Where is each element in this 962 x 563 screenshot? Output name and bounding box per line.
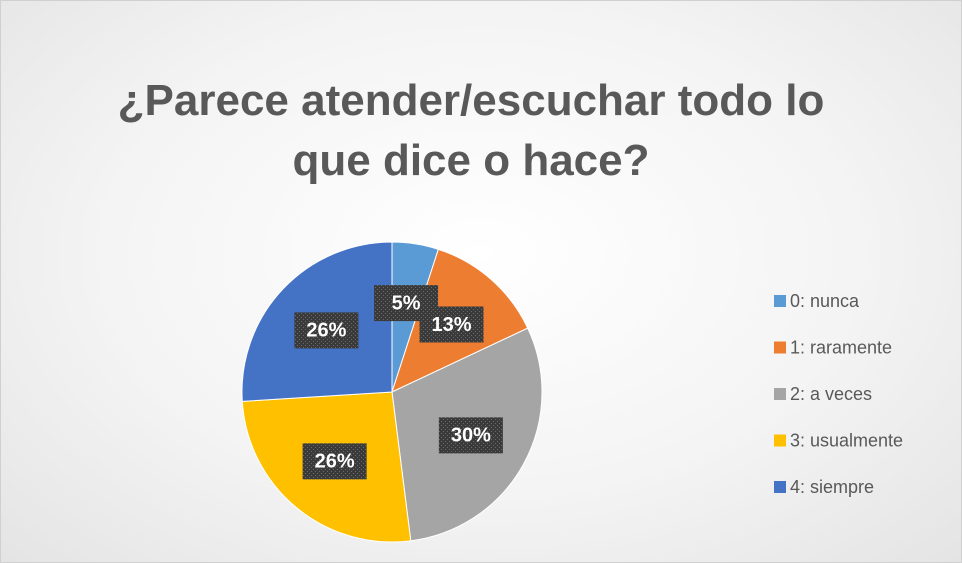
data-label-box: [294, 312, 359, 349]
data-label: 13%: [432, 314, 472, 336]
legend-swatch: [774, 388, 786, 400]
legend-swatch: [774, 295, 786, 307]
data-label: 30%: [451, 425, 491, 447]
legend-label: 0: nunca: [790, 291, 860, 311]
data-label: 26%: [306, 320, 346, 342]
legend-swatch: [774, 481, 786, 493]
legend-label: 3: usualmente: [790, 430, 903, 450]
chart-title: ¿Parece atender/escuchar todo lo que dic…: [117, 76, 825, 185]
data-label-box: [302, 443, 367, 480]
legend-label: 1: raramente: [790, 337, 892, 357]
legend-label: 4: siempre: [790, 477, 874, 497]
legend-swatch: [774, 434, 786, 447]
legend-label: 2: a veces: [790, 384, 872, 404]
data-label-box: [438, 417, 503, 454]
data-label-box: [419, 306, 484, 343]
data-label: 5%: [392, 292, 421, 314]
data-label: 26%: [315, 451, 355, 473]
legend-swatch: [774, 341, 786, 354]
